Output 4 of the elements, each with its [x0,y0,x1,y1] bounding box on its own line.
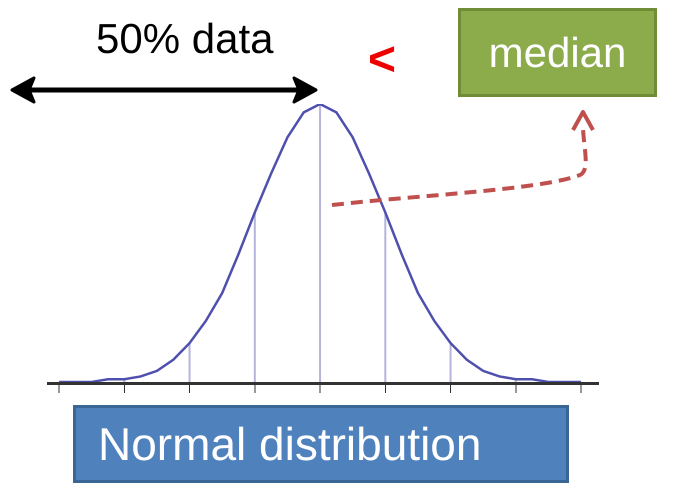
text: < [368,33,396,86]
text: 50% data [96,15,274,62]
text: Normal distribution [73,405,569,483]
text: median [458,8,657,97]
